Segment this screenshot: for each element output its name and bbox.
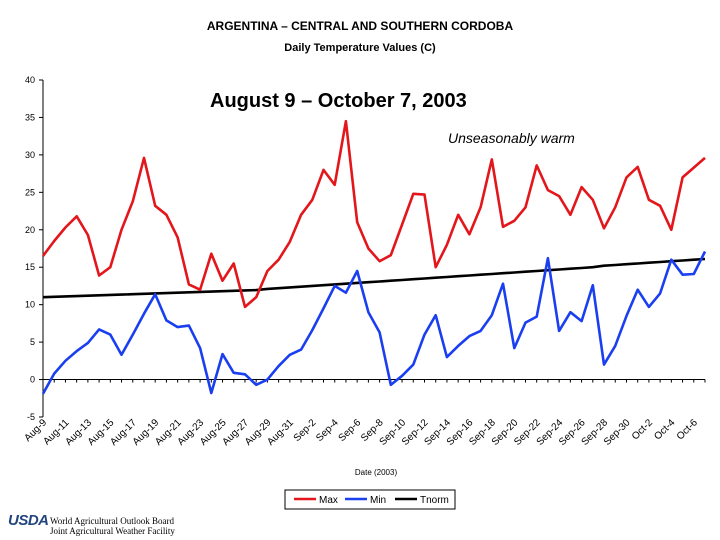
- x-tick-label: Oct-4: [652, 417, 677, 442]
- chart-title: ARGENTINA – CENTRAL AND SOUTHERN CORDOBA: [206, 19, 514, 33]
- y-tick-label: 15: [25, 262, 35, 272]
- series-line-min: [41, 250, 707, 395]
- period-label: August 9 – October 7, 2003: [210, 90, 467, 112]
- y-tick-label: 20: [25, 225, 35, 235]
- legend-label-min: Min: [370, 495, 386, 506]
- y-tick-label: 0: [30, 375, 35, 385]
- y-tick-label: 35: [25, 112, 35, 122]
- x-tick-label: Oct-6: [675, 417, 700, 442]
- y-tick-label: -5: [27, 412, 35, 422]
- x-tick-label: Oct-2: [630, 417, 655, 442]
- x-tick-label: Sep-4: [314, 417, 341, 444]
- y-tick-label: 5: [30, 337, 35, 347]
- axes: -5 0 5 10 15 20 25 30 35 40: [25, 75, 706, 422]
- x-tick-label: Sep-6: [337, 417, 364, 444]
- annotation-label: Unseasonably warm: [448, 130, 575, 146]
- legend: Max Min Tnorm: [284, 489, 456, 510]
- x-tick-labels: Aug-9Aug-11Aug-13Aug-15Aug-17Aug-19Aug-2…: [22, 417, 700, 448]
- series-lines: [41, 119, 707, 395]
- legend-label-max: Max: [319, 495, 338, 506]
- series-line-tnorm: [42, 257, 706, 299]
- agency-line-2: Joint Agricultural Weather Facility: [50, 526, 175, 536]
- agency-line-1: World Agricultural Outlook Board: [50, 516, 175, 526]
- chart-subtitle: Daily Temperature Values (C): [284, 42, 436, 54]
- series-line-max: [41, 119, 706, 309]
- y-tick-label: 10: [25, 300, 35, 310]
- y-tick-label: 25: [25, 187, 35, 197]
- usda-logo: USDA: [8, 512, 49, 529]
- y-tick-label: 30: [25, 150, 35, 160]
- x-axis-label: Date (2003): [355, 468, 398, 477]
- legend-label-tnorm: Tnorm: [420, 495, 449, 506]
- legend-box: [284, 489, 456, 510]
- y-tick-label: 40: [25, 75, 35, 85]
- x-tick-label: Sep-2: [292, 417, 319, 444]
